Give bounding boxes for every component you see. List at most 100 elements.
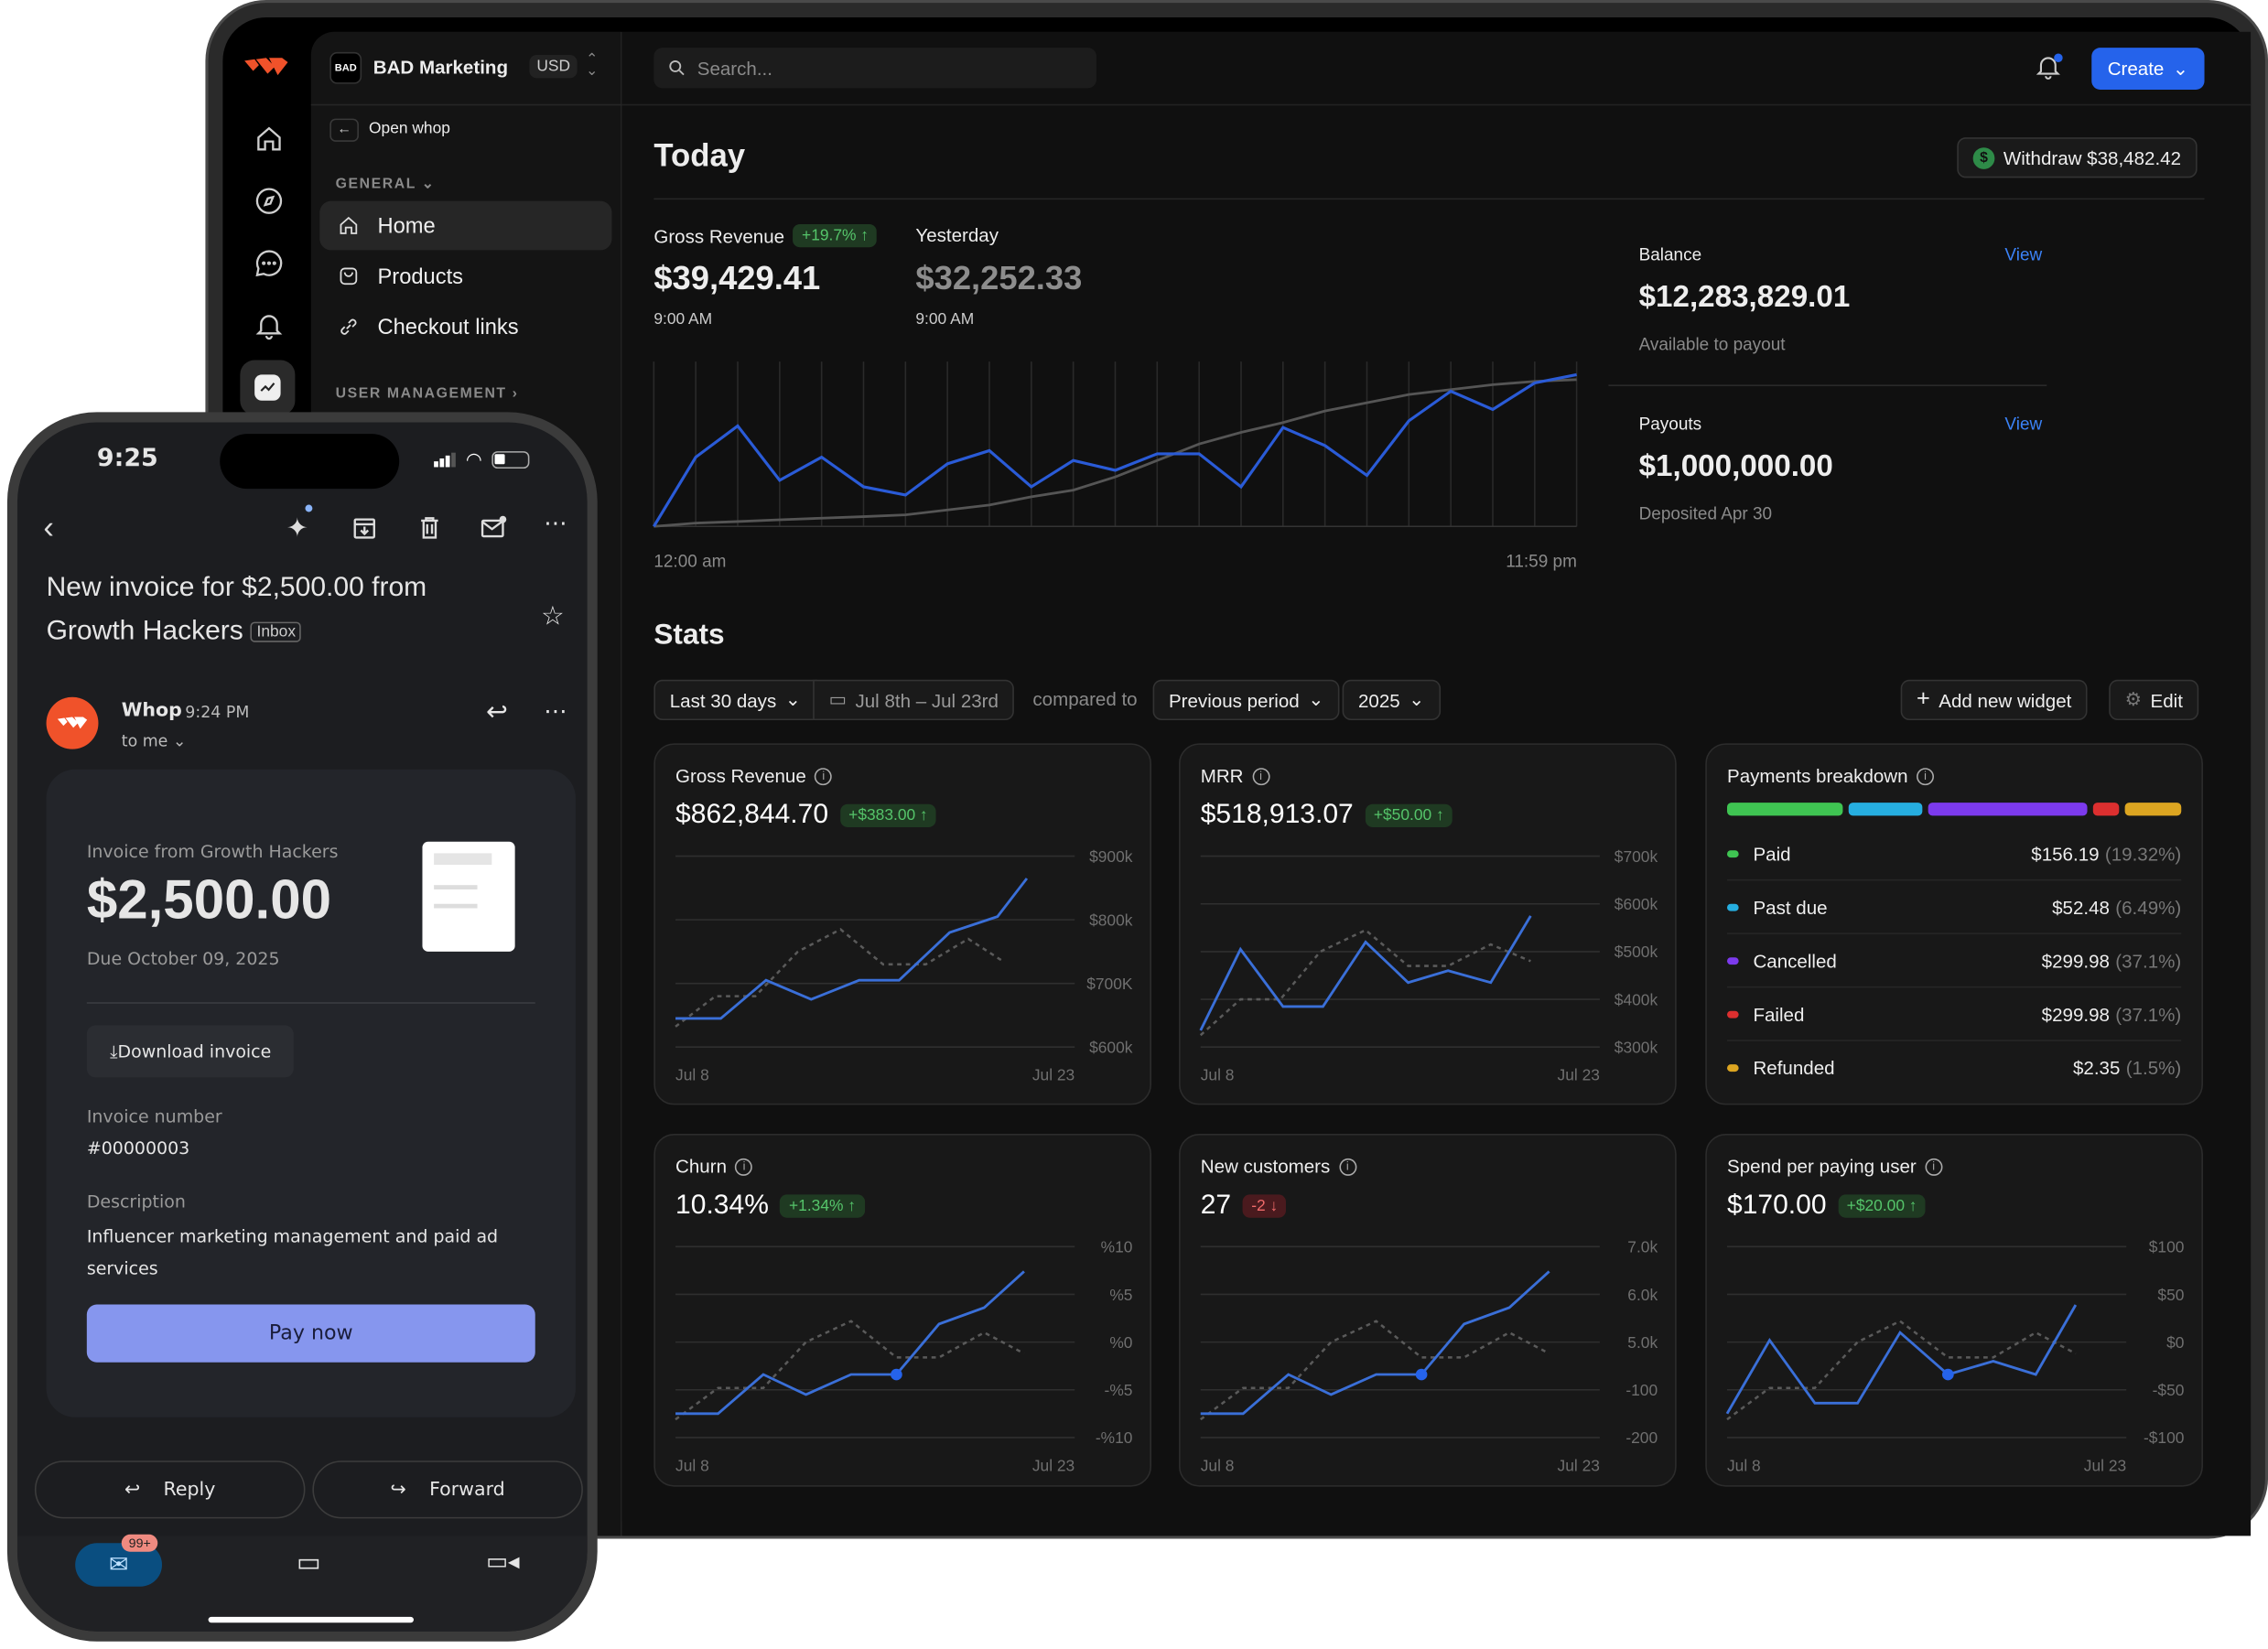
add-widget-button[interactable]: + Add new widget: [1900, 679, 2088, 721]
create-button[interactable]: Create ⌄: [2091, 48, 2205, 90]
payouts-view-link[interactable]: View: [2004, 413, 2043, 435]
gross-revenue-time: 9:00 AM: [653, 310, 713, 329]
analytics-nav-button[interactable]: [240, 360, 296, 415]
sidebar-item-label: Checkout links: [377, 314, 519, 340]
bell-icon[interactable]: [249, 305, 289, 345]
whop-logo-icon[interactable]: [243, 52, 290, 84]
reply-icon: ↩: [124, 1478, 141, 1501]
comparison-dropdown[interactable]: Previous period ⌄: [1152, 679, 1340, 721]
download-invoice-button[interactable]: ⤓ Download invoice: [86, 1025, 295, 1078]
status-percent: (37.1%): [2115, 1003, 2182, 1025]
workspace-logo: BAD: [329, 51, 362, 84]
info-icon[interactable]: i: [1925, 1158, 1943, 1176]
metric-value: $518,913.07: [1200, 799, 1354, 831]
status-dot: [1726, 849, 1739, 857]
sidebar-item-checkout-links[interactable]: Checkout links: [319, 302, 611, 351]
change-value: +$20.00: [1846, 1197, 1906, 1215]
bag-icon: [340, 267, 358, 286]
card-title: New customers i: [1201, 1156, 1356, 1177]
reply-icon[interactable]: ↩: [486, 696, 508, 728]
breakdown-row[interactable]: Refunded $2.35 (1.5%): [1726, 1041, 2181, 1094]
breakdown-row[interactable]: Paid $156.19 (19.32%): [1726, 827, 2182, 881]
withdraw-label: Withdraw $38,482.42: [2003, 146, 2182, 169]
metric-chart: $700k $600k $500k $400k $300k Jul 8 Jul 23: [1199, 847, 1658, 1084]
video-tab-icon[interactable]: ▭◂: [486, 1547, 520, 1576]
y-tick-label: -100: [1625, 1381, 1658, 1399]
y-tick-label: $900k: [1089, 847, 1133, 866]
sparkle-icon[interactable]: ✦: [286, 504, 313, 544]
info-icon[interactable]: i: [1917, 767, 1935, 785]
card-new-customers[interactable]: New customers i 27 -2 ↓ 7.0k 6.0k 5.0k -100 -20…: [1179, 1134, 1677, 1487]
chevron-updown-icon[interactable]: ⌃ ⌄: [586, 51, 599, 80]
recipient-toggle[interactable]: to me ⌄: [121, 731, 187, 751]
edit-label: Edit: [2150, 689, 2183, 711]
range-dropdown[interactable]: Last 30 days ⌄: [653, 679, 817, 721]
search-placeholder: Search...: [697, 57, 772, 80]
calendar-icon: ▭: [828, 688, 848, 710]
info-icon[interactable]: i: [735, 1158, 753, 1176]
whop-logo-icon: [57, 716, 88, 728]
status-label: Refunded: [1753, 1057, 1835, 1079]
card-mrr[interactable]: MRR i $518,913.07 +$50.00 ↑ $700k $600k $500k…: [1179, 743, 1677, 1105]
section-user-management[interactable]: USER MANAGEMENT ›: [335, 385, 519, 403]
withdraw-button[interactable]: $ Withdraw $38,482.42: [1957, 137, 2198, 178]
yesterday-line: [653, 378, 1577, 528]
sidebar-item-home[interactable]: Home: [319, 200, 612, 251]
back-icon[interactable]: ‹: [43, 509, 54, 545]
invoice-due: Due October 09, 2025: [86, 948, 280, 969]
invoice-card: Invoice from Growth Hackers $2,500.00 Du…: [46, 769, 576, 1417]
chat-tab-icon[interactable]: ▭: [296, 1547, 321, 1579]
search-input[interactable]: Search...: [653, 48, 1096, 89]
change-badge: +1.34% ↑: [780, 1194, 865, 1218]
breakdown-row[interactable]: Failed $299.98 (37.1%): [1726, 987, 2182, 1041]
info-icon[interactable]: i: [815, 767, 833, 785]
sidebar-item-products[interactable]: Products: [319, 252, 611, 301]
change-badge: +$50.00 ↑: [1365, 803, 1453, 827]
more-icon[interactable]: ⋯: [544, 509, 567, 537]
analytics-icon: [254, 374, 281, 401]
section-general[interactable]: GENERAL ⌄: [335, 176, 436, 193]
sender-avatar: [46, 696, 99, 749]
date-range-picker[interactable]: ▭ Jul 8th – Jul 23rd: [813, 679, 1015, 721]
more-icon[interactable]: ⋯: [544, 696, 567, 725]
inbox-label[interactable]: Inbox: [251, 621, 302, 642]
pay-now-button[interactable]: Pay now: [86, 1304, 535, 1363]
card-gross-revenue[interactable]: Gross Revenue i $862,844.70 +$383.00 ↑ $900…: [653, 743, 1151, 1105]
gross-revenue-label: Gross Revenue +19.7% ↑: [653, 223, 878, 248]
currency-selector[interactable]: USD: [529, 55, 578, 79]
compass-icon[interactable]: [249, 181, 289, 221]
trash-icon[interactable]: [416, 513, 445, 550]
notifications-bell-icon[interactable]: [2034, 52, 2063, 89]
breakdown-row[interactable]: Past due $52.48 (6.49%): [1726, 880, 2182, 934]
info-icon[interactable]: i: [1252, 767, 1269, 785]
yesterday-value: $32,252.33: [915, 258, 1083, 296]
signal-icon: [434, 452, 456, 468]
balance-view-link[interactable]: View: [2004, 244, 2043, 265]
card-payments-breakdown[interactable]: Payments breakdown i Paid $156.19 (19.32%) P…: [1705, 743, 2203, 1105]
reply-button[interactable]: ↩ Reply: [34, 1460, 306, 1519]
mark-unread-icon[interactable]: [479, 513, 508, 550]
edit-button[interactable]: ⚙ Edit: [2109, 679, 2199, 721]
card-spend-per-user[interactable]: Spend per paying user i $170.00 +$20.00 ↑ $…: [1705, 1134, 2203, 1487]
card-title-text: MRR: [1200, 765, 1244, 787]
arrow-left-icon[interactable]: ←: [329, 118, 359, 142]
chat-icon[interactable]: [249, 243, 289, 284]
star-icon[interactable]: ☆: [541, 601, 565, 632]
forward-button[interactable]: ↪ Forward: [312, 1460, 583, 1519]
status-dot: [1726, 1009, 1739, 1018]
card-value: $170.00 +$20.00 ↑: [1727, 1191, 1926, 1223]
previous-period-line: [1199, 928, 1531, 1037]
workspace-name[interactable]: BAD Marketing: [373, 56, 509, 79]
divider: [653, 198, 2205, 200]
invoice-from: Invoice from Growth Hackers: [86, 841, 339, 862]
home-icon[interactable]: [249, 119, 289, 159]
payouts-label: Payouts: [1638, 413, 1702, 435]
open-whop-link[interactable]: Open whop: [369, 120, 450, 138]
year-dropdown[interactable]: 2025 ⌄: [1342, 679, 1441, 721]
info-icon[interactable]: i: [1338, 1158, 1356, 1176]
breakdown-row[interactable]: Cancelled $299.98 (37.1%): [1726, 934, 2182, 988]
card-churn[interactable]: Churn i 10.34% +1.34% ↑ %10 %5 %0 -%5 -%10 Jul 8…: [653, 1134, 1151, 1487]
payouts-value: $1,000,000.00: [1638, 449, 1833, 483]
change-badge: +$383.00 ↑: [839, 803, 937, 827]
archive-icon[interactable]: [350, 513, 379, 550]
